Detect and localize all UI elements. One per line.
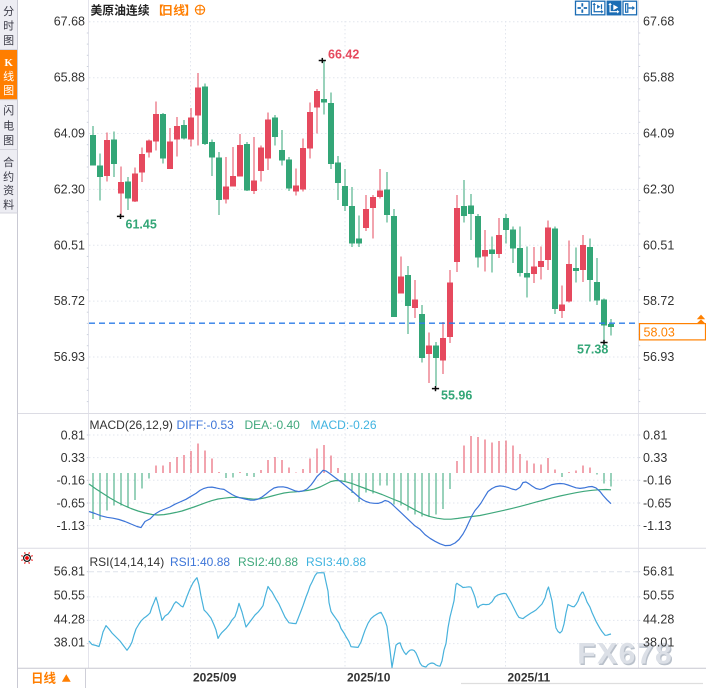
svg-text:58.72: 58.72 <box>54 294 85 308</box>
svg-text:日线: 日线 <box>31 668 57 687</box>
svg-text:线: 线 <box>3 68 14 84</box>
svg-text:】: 】 <box>184 1 196 18</box>
svg-text:58.72: 58.72 <box>643 294 674 308</box>
svg-text:MACD:-0.26: MACD:-0.26 <box>311 418 377 432</box>
svg-text:RSI3:40.88: RSI3:40.88 <box>306 555 366 569</box>
svg-text:56.93: 56.93 <box>643 350 674 364</box>
svg-text:44.28: 44.28 <box>54 612 85 626</box>
svg-text:2025/11: 2025/11 <box>508 671 551 685</box>
svg-text:64.09: 64.09 <box>54 127 85 141</box>
svg-text:2025/10: 2025/10 <box>347 671 391 685</box>
svg-text:【: 【 <box>152 1 164 18</box>
svg-text:时: 时 <box>3 18 14 34</box>
svg-text:56.93: 56.93 <box>54 350 85 364</box>
svg-text:65.88: 65.88 <box>54 71 85 85</box>
svg-text:DEA:-0.40: DEA:-0.40 <box>245 418 301 432</box>
svg-text:闪: 闪 <box>3 102 14 118</box>
svg-text:-0.16: -0.16 <box>57 474 86 488</box>
svg-text:50.55: 50.55 <box>643 589 674 603</box>
svg-text:分: 分 <box>3 3 14 19</box>
svg-text:-0.65: -0.65 <box>643 496 672 510</box>
svg-text:-0.16: -0.16 <box>643 474 672 488</box>
svg-text:50.55: 50.55 <box>54 589 85 603</box>
svg-text:电: 电 <box>3 118 14 134</box>
svg-text:图: 图 <box>3 82 14 98</box>
svg-text:资: 资 <box>3 182 14 198</box>
svg-text:0.33: 0.33 <box>643 451 667 465</box>
svg-text:2025/09: 2025/09 <box>193 671 237 685</box>
svg-text:日线: 日线 <box>162 1 186 18</box>
svg-text:-1.13: -1.13 <box>57 519 86 533</box>
svg-text:44.28: 44.28 <box>643 612 674 626</box>
svg-text:图: 图 <box>3 32 14 48</box>
svg-text:RSI(14,14,14): RSI(14,14,14) <box>90 555 165 569</box>
svg-text:合: 合 <box>3 154 14 170</box>
svg-text:56.81: 56.81 <box>54 565 85 579</box>
svg-text:60.51: 60.51 <box>54 238 85 252</box>
svg-text:55.96: 55.96 <box>441 389 472 403</box>
svg-text:0.33: 0.33 <box>61 451 85 465</box>
svg-text:56.81: 56.81 <box>643 565 674 579</box>
svg-text:约: 约 <box>3 169 14 185</box>
svg-text:38.01: 38.01 <box>643 636 674 650</box>
svg-text:65.88: 65.88 <box>643 71 674 85</box>
svg-text:38.01: 38.01 <box>54 636 85 650</box>
svg-text:67.68: 67.68 <box>54 15 85 29</box>
svg-text:MACD(26,12,9): MACD(26,12,9) <box>90 418 173 432</box>
svg-text:67.68: 67.68 <box>643 15 674 29</box>
svg-text:64.09: 64.09 <box>643 127 674 141</box>
svg-text:RSI1:40.88: RSI1:40.88 <box>170 555 230 569</box>
svg-text:料: 料 <box>3 197 14 213</box>
svg-text:66.42: 66.42 <box>328 48 359 62</box>
svg-text:-1.13: -1.13 <box>643 519 672 533</box>
svg-text:美原油连续: 美原油连续 <box>91 1 150 18</box>
svg-text:62.30: 62.30 <box>643 182 674 196</box>
svg-text:0.81: 0.81 <box>643 428 667 442</box>
svg-text:60.51: 60.51 <box>643 238 674 252</box>
svg-text:62.30: 62.30 <box>54 182 85 196</box>
svg-text:K: K <box>4 57 13 69</box>
svg-text:FX678: FX678 <box>577 638 673 671</box>
svg-text:61.45: 61.45 <box>126 217 157 231</box>
svg-text:RSI2:40.88: RSI2:40.88 <box>238 555 298 569</box>
svg-text:57.38: 57.38 <box>577 343 608 357</box>
svg-text:58.03: 58.03 <box>644 325 675 339</box>
svg-text:图: 图 <box>3 132 14 148</box>
svg-text:0.81: 0.81 <box>61 428 85 442</box>
svg-text:FX678: FX678 <box>579 639 675 672</box>
svg-text:DIFF:-0.53: DIFF:-0.53 <box>177 418 235 432</box>
svg-text:-0.65: -0.65 <box>57 496 86 510</box>
